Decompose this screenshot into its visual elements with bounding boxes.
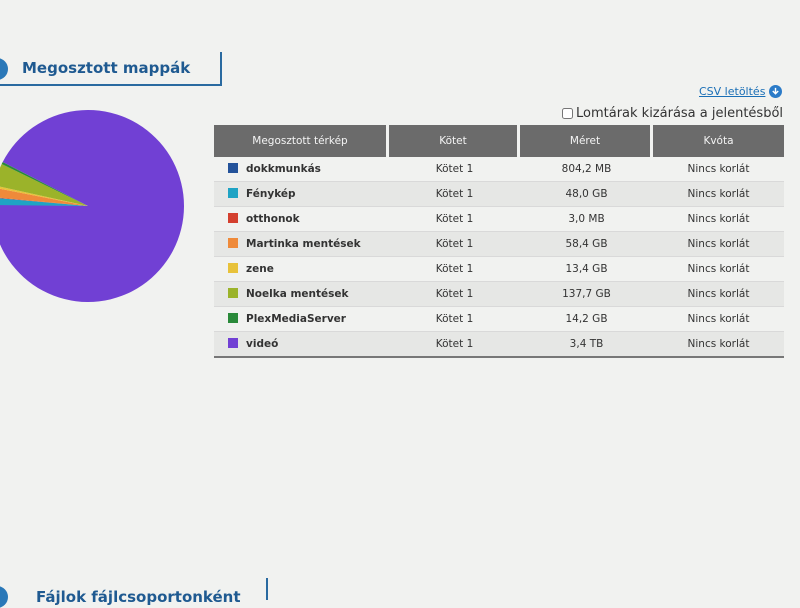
quota-cell: Nincs korlát: [653, 157, 784, 182]
volume-cell: Kötet 1: [389, 332, 520, 358]
size-cell: 13,4 GB: [520, 257, 653, 282]
table-row[interactable]: videó Kötet 1 3,4 TB Nincs korlát: [214, 332, 784, 358]
exclude-recycle-bin-label: Lomtárak kizárása a jelentésből: [576, 106, 784, 121]
volume-cell: Kötet 1: [389, 257, 520, 282]
size-cell: 58,4 GB: [520, 232, 653, 257]
size-cell: 3,0 MB: [520, 207, 653, 232]
volume-cell: Kötet 1: [389, 307, 520, 332]
volume-cell: Kötet 1: [389, 182, 520, 207]
size-cell: 137,7 GB: [520, 282, 653, 307]
share-name-cell: otthonok: [214, 207, 389, 232]
download-icon: [769, 85, 783, 98]
quota-cell: Nincs korlát: [653, 307, 784, 332]
table-header-row: Megosztott térkép Kötet Méret Kvóta: [214, 125, 784, 157]
section-title: Megosztott mappák: [22, 59, 191, 77]
quota-cell: Nincs korlát: [653, 182, 784, 207]
color-swatch: [228, 238, 238, 248]
color-swatch: [228, 263, 238, 273]
shared-folders-pie-chart: [0, 110, 184, 302]
quota-cell: Nincs korlát: [653, 257, 784, 282]
size-cell: 48,0 GB: [520, 182, 653, 207]
table-row[interactable]: dokkmunkás Kötet 1 804,2 MB Nincs korlát: [214, 157, 784, 182]
volume-cell: Kötet 1: [389, 232, 520, 257]
size-cell: 3,4 TB: [520, 332, 653, 358]
pie-slice: [1, 161, 89, 206]
table-row[interactable]: PlexMediaServer Kötet 1 14,2 GB Nincs korlá…: [214, 307, 784, 332]
color-swatch: [228, 338, 238, 348]
volume-cell: Kötet 1: [389, 207, 520, 232]
share-name: Noelka mentések: [246, 288, 349, 300]
volume-cell: Kötet 1: [389, 157, 520, 182]
section-badge-icon: [0, 586, 8, 608]
color-swatch: [228, 213, 238, 223]
share-name-cell: Martinka mentések: [214, 232, 389, 257]
quota-cell: Nincs korlát: [653, 232, 784, 257]
pie-slice: [0, 110, 184, 302]
column-header-quota[interactable]: Kvóta: [653, 125, 784, 157]
share-name-cell: Noelka mentések: [214, 282, 389, 307]
table-row[interactable]: Martinka mentések Kötet 1 58,4 GB Nincs kor…: [214, 232, 784, 257]
table-row[interactable]: zene Kötet 1 13,4 GB Nincs korlát: [214, 257, 784, 282]
table-row[interactable]: Fénykép Kötet 1 48,0 GB Nincs korlát: [214, 182, 784, 207]
exclude-recycle-bin-option[interactable]: Lomtárak kizárása a jelentésből: [562, 106, 783, 121]
section-title: Fájlok fájlcsoportonként: [36, 588, 241, 606]
color-swatch: [228, 288, 238, 298]
files-by-filetype-header: Fájlok fájlcsoportonként: [0, 578, 268, 608]
pie-slice: [0, 164, 88, 206]
pie-slice: [0, 188, 88, 206]
quota-cell: Nincs korlát: [653, 207, 784, 232]
section-badge-icon: [0, 58, 8, 80]
pie-slice: [0, 198, 88, 206]
shared-folders-header: Megosztott mappák: [0, 52, 222, 86]
share-name-cell: dokkmunkás: [214, 157, 389, 182]
share-name: PlexMediaServer: [246, 313, 346, 325]
share-name: Martinka mentések: [246, 238, 361, 250]
column-header-volume[interactable]: Kötet: [389, 125, 520, 157]
column-header-share[interactable]: Megosztott térkép: [214, 125, 389, 157]
shared-folders-table: Megosztott térkép Kötet Méret Kvóta dokk…: [214, 125, 784, 358]
share-name: otthonok: [246, 213, 300, 225]
share-name: videó: [246, 338, 279, 350]
size-cell: 804,2 MB: [520, 157, 653, 182]
share-name-cell: videó: [214, 332, 389, 358]
volume-cell: Kötet 1: [389, 282, 520, 307]
size-cell: 14,2 GB: [520, 307, 653, 332]
quota-cell: Nincs korlát: [653, 332, 784, 358]
share-name: zene: [246, 263, 274, 275]
column-header-size[interactable]: Méret: [520, 125, 653, 157]
share-name-cell: PlexMediaServer: [214, 307, 389, 332]
share-name: Fénykép: [246, 188, 296, 200]
share-name-cell: zene: [214, 257, 389, 282]
csv-download-link[interactable]: CSV letöltés: [699, 85, 783, 98]
color-swatch: [228, 163, 238, 173]
color-swatch: [228, 313, 238, 323]
share-name: dokkmunkás: [246, 163, 321, 175]
color-swatch: [228, 188, 238, 198]
share-name-cell: Fénykép: [214, 182, 389, 207]
table-row[interactable]: otthonok Kötet 1 3,0 MB Nincs korlát: [214, 207, 784, 232]
csv-download-label: CSV letöltés: [699, 85, 766, 98]
quota-cell: Nincs korlát: [653, 282, 784, 307]
table-row[interactable]: Noelka mentések Kötet 1 137,7 GB Nincs korl…: [214, 282, 784, 307]
exclude-recycle-bin-checkbox[interactable]: [562, 108, 573, 119]
